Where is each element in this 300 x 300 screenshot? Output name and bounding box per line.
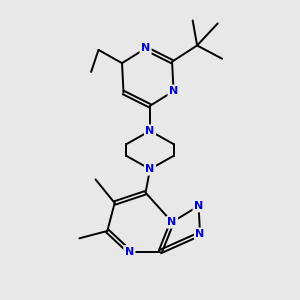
Text: N: N: [125, 247, 134, 256]
Text: N: N: [146, 164, 154, 174]
Text: N: N: [141, 44, 150, 53]
Text: N: N: [146, 126, 154, 136]
Text: N: N: [195, 229, 205, 239]
Text: N: N: [167, 217, 177, 227]
Text: N: N: [169, 86, 178, 96]
Text: N: N: [194, 201, 203, 211]
